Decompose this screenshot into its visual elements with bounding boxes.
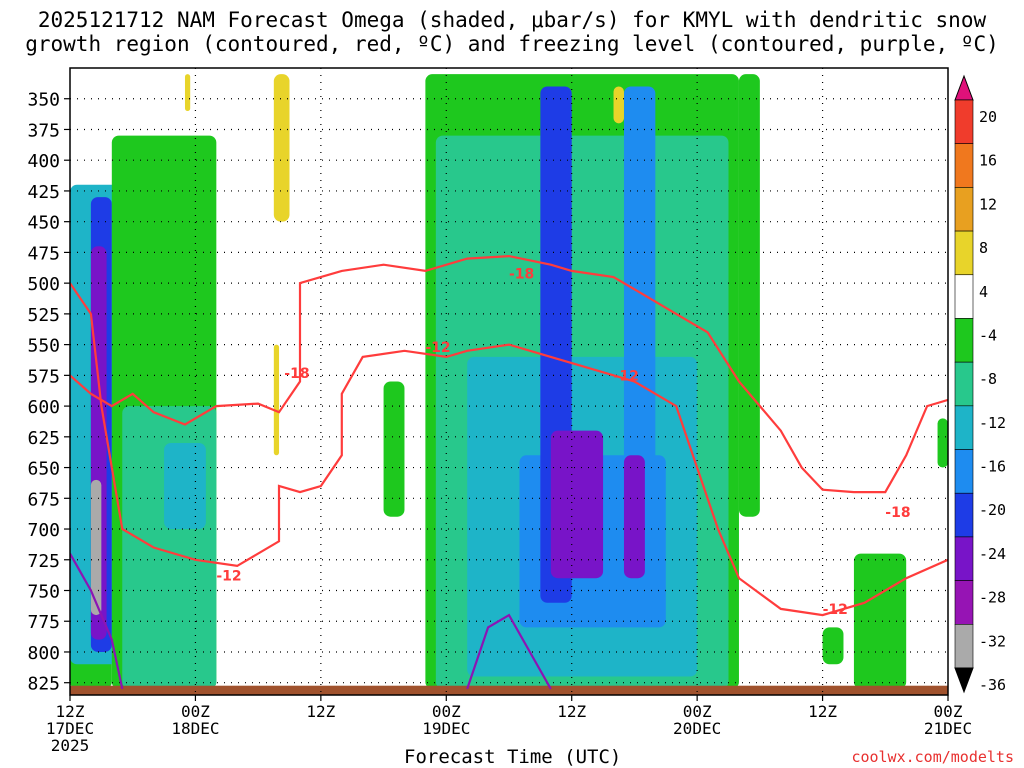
chart-subtitle: growth region (contoured, red, ºC) and f… [25, 32, 999, 56]
colorbar-label: -4 [979, 326, 997, 344]
colorbar: 20 16 12 8 4 -4 -8 -12 -16 -20 -24 -28 -32 -36 [954, 74, 1006, 694]
omega-shading [70, 74, 948, 689]
x-tick-label: 12Z [808, 702, 837, 721]
y-tick-label: 700 [27, 520, 60, 541]
y-tick-label: 675 [27, 489, 60, 510]
colorbar-band [954, 449, 974, 494]
contour-line [70, 553, 124, 690]
x-tick-label: 12Z [56, 702, 85, 721]
colorbar-band [954, 318, 974, 363]
x-tick-label: 18DEC [171, 719, 219, 738]
contour-line [466, 613, 552, 690]
x-tick-label: 17DEC [46, 719, 94, 738]
y-tick-label: 450 [27, 213, 60, 234]
contour-label: -18 [885, 505, 910, 521]
contour-label: -18 [284, 366, 309, 382]
credit-link[interactable]: coolwx.com/modelts [851, 748, 1014, 766]
colorbar-band [954, 492, 974, 538]
colorbar-band [954, 99, 974, 144]
y-tick-label: 825 [27, 674, 60, 695]
x-tick-label: 2025 [51, 736, 90, 755]
colorbar-band [954, 187, 974, 232]
y-tick-label: 525 [27, 305, 60, 326]
y-tick-label: 500 [27, 274, 60, 295]
omega-region [184, 74, 191, 112]
colorbar-label: -12 [979, 414, 1006, 432]
y-tick-label: 600 [27, 397, 60, 418]
colorbar-label: 12 [979, 195, 997, 213]
contours: -18 -18 -18 -12 -12 -12 -12 [70, 254, 948, 690]
x-tick-label: 21DEC [924, 719, 972, 738]
x-tick-label: 19DEC [422, 719, 470, 738]
colorbar-label: 20 [979, 108, 997, 126]
y-tick-label: 750 [27, 582, 60, 603]
omega-region [822, 627, 844, 665]
y-tick-label: 550 [27, 336, 60, 357]
colorbar-label: 16 [979, 152, 997, 170]
colorbar-label: -28 [979, 589, 1006, 607]
y-tick-label: 775 [27, 612, 60, 633]
colorbar-label: -24 [979, 545, 1006, 563]
omega-region [90, 479, 102, 616]
y-tick-label: 650 [27, 459, 60, 480]
x-tick-label: 00Z [683, 702, 712, 721]
chart-title: 2025121712 NAM Forecast Omega (shaded, μ… [37, 8, 987, 32]
colorbar-band [954, 624, 974, 669]
omega-region [383, 381, 405, 517]
x-tick-label: 00Z [934, 702, 963, 721]
colorbar-label: -36 [979, 676, 1006, 694]
colorbar-band [954, 536, 974, 581]
x-tick-label: 20DEC [673, 719, 721, 738]
contour-label: -12 [216, 569, 241, 585]
omega-region [853, 553, 907, 689]
colorbar-label: -8 [979, 370, 997, 388]
colorbar-label: -16 [979, 458, 1006, 476]
colorbar-label: -32 [979, 632, 1006, 650]
colorbar-label: 4 [979, 283, 988, 301]
x-tick-label: 12Z [557, 702, 586, 721]
contour-line [70, 282, 948, 617]
y-tick-label: 475 [27, 243, 60, 264]
omega-region [273, 344, 280, 456]
x-axis-label: Forecast Time (UTC) [404, 746, 622, 768]
y-tick-label: 800 [27, 643, 60, 664]
y-tick-label: 400 [27, 151, 60, 172]
omega-region [273, 74, 290, 222]
x-tick-label: 00Z [181, 702, 210, 721]
omega-region [613, 86, 624, 124]
omega-region [164, 442, 206, 530]
colorbar-band [954, 274, 974, 319]
omega-region [550, 430, 604, 579]
colorbar-band [954, 143, 974, 188]
y-tick-label: 625 [27, 428, 60, 449]
y-axis: 350 375 400 425 450 475 500 525 550 575 600 625 650 6… [27, 90, 70, 695]
omega-region [937, 418, 948, 468]
colorbar-band [954, 405, 974, 450]
contour-line [70, 254, 948, 494]
colorbar-bottom-arrow [954, 667, 974, 694]
colorbar-band [954, 580, 974, 625]
colorbar-top-arrow [954, 74, 974, 101]
plot-frame [69, 67, 949, 696]
y-tick-label: 350 [27, 90, 60, 111]
y-tick-label: 425 [27, 182, 60, 203]
colorbar-band [954, 230, 974, 276]
omega-region [623, 455, 645, 579]
contour-label: -12 [425, 340, 450, 356]
x-tick-label: 12Z [306, 702, 335, 721]
terrain-strip [70, 685, 948, 695]
y-tick-label: 725 [27, 551, 60, 572]
x-tick-label: 00Z [432, 702, 461, 721]
y-tick-label: 375 [27, 120, 60, 141]
contour-label: -18 [509, 266, 534, 282]
colorbar-label: -20 [979, 501, 1006, 519]
colorbar-band [954, 361, 974, 407]
contour-label: -12 [823, 602, 848, 618]
contour-label: -12 [614, 368, 639, 384]
y-tick-label: 575 [27, 366, 60, 387]
omega-region [738, 74, 760, 517]
colorbar-label: 8 [979, 239, 988, 257]
